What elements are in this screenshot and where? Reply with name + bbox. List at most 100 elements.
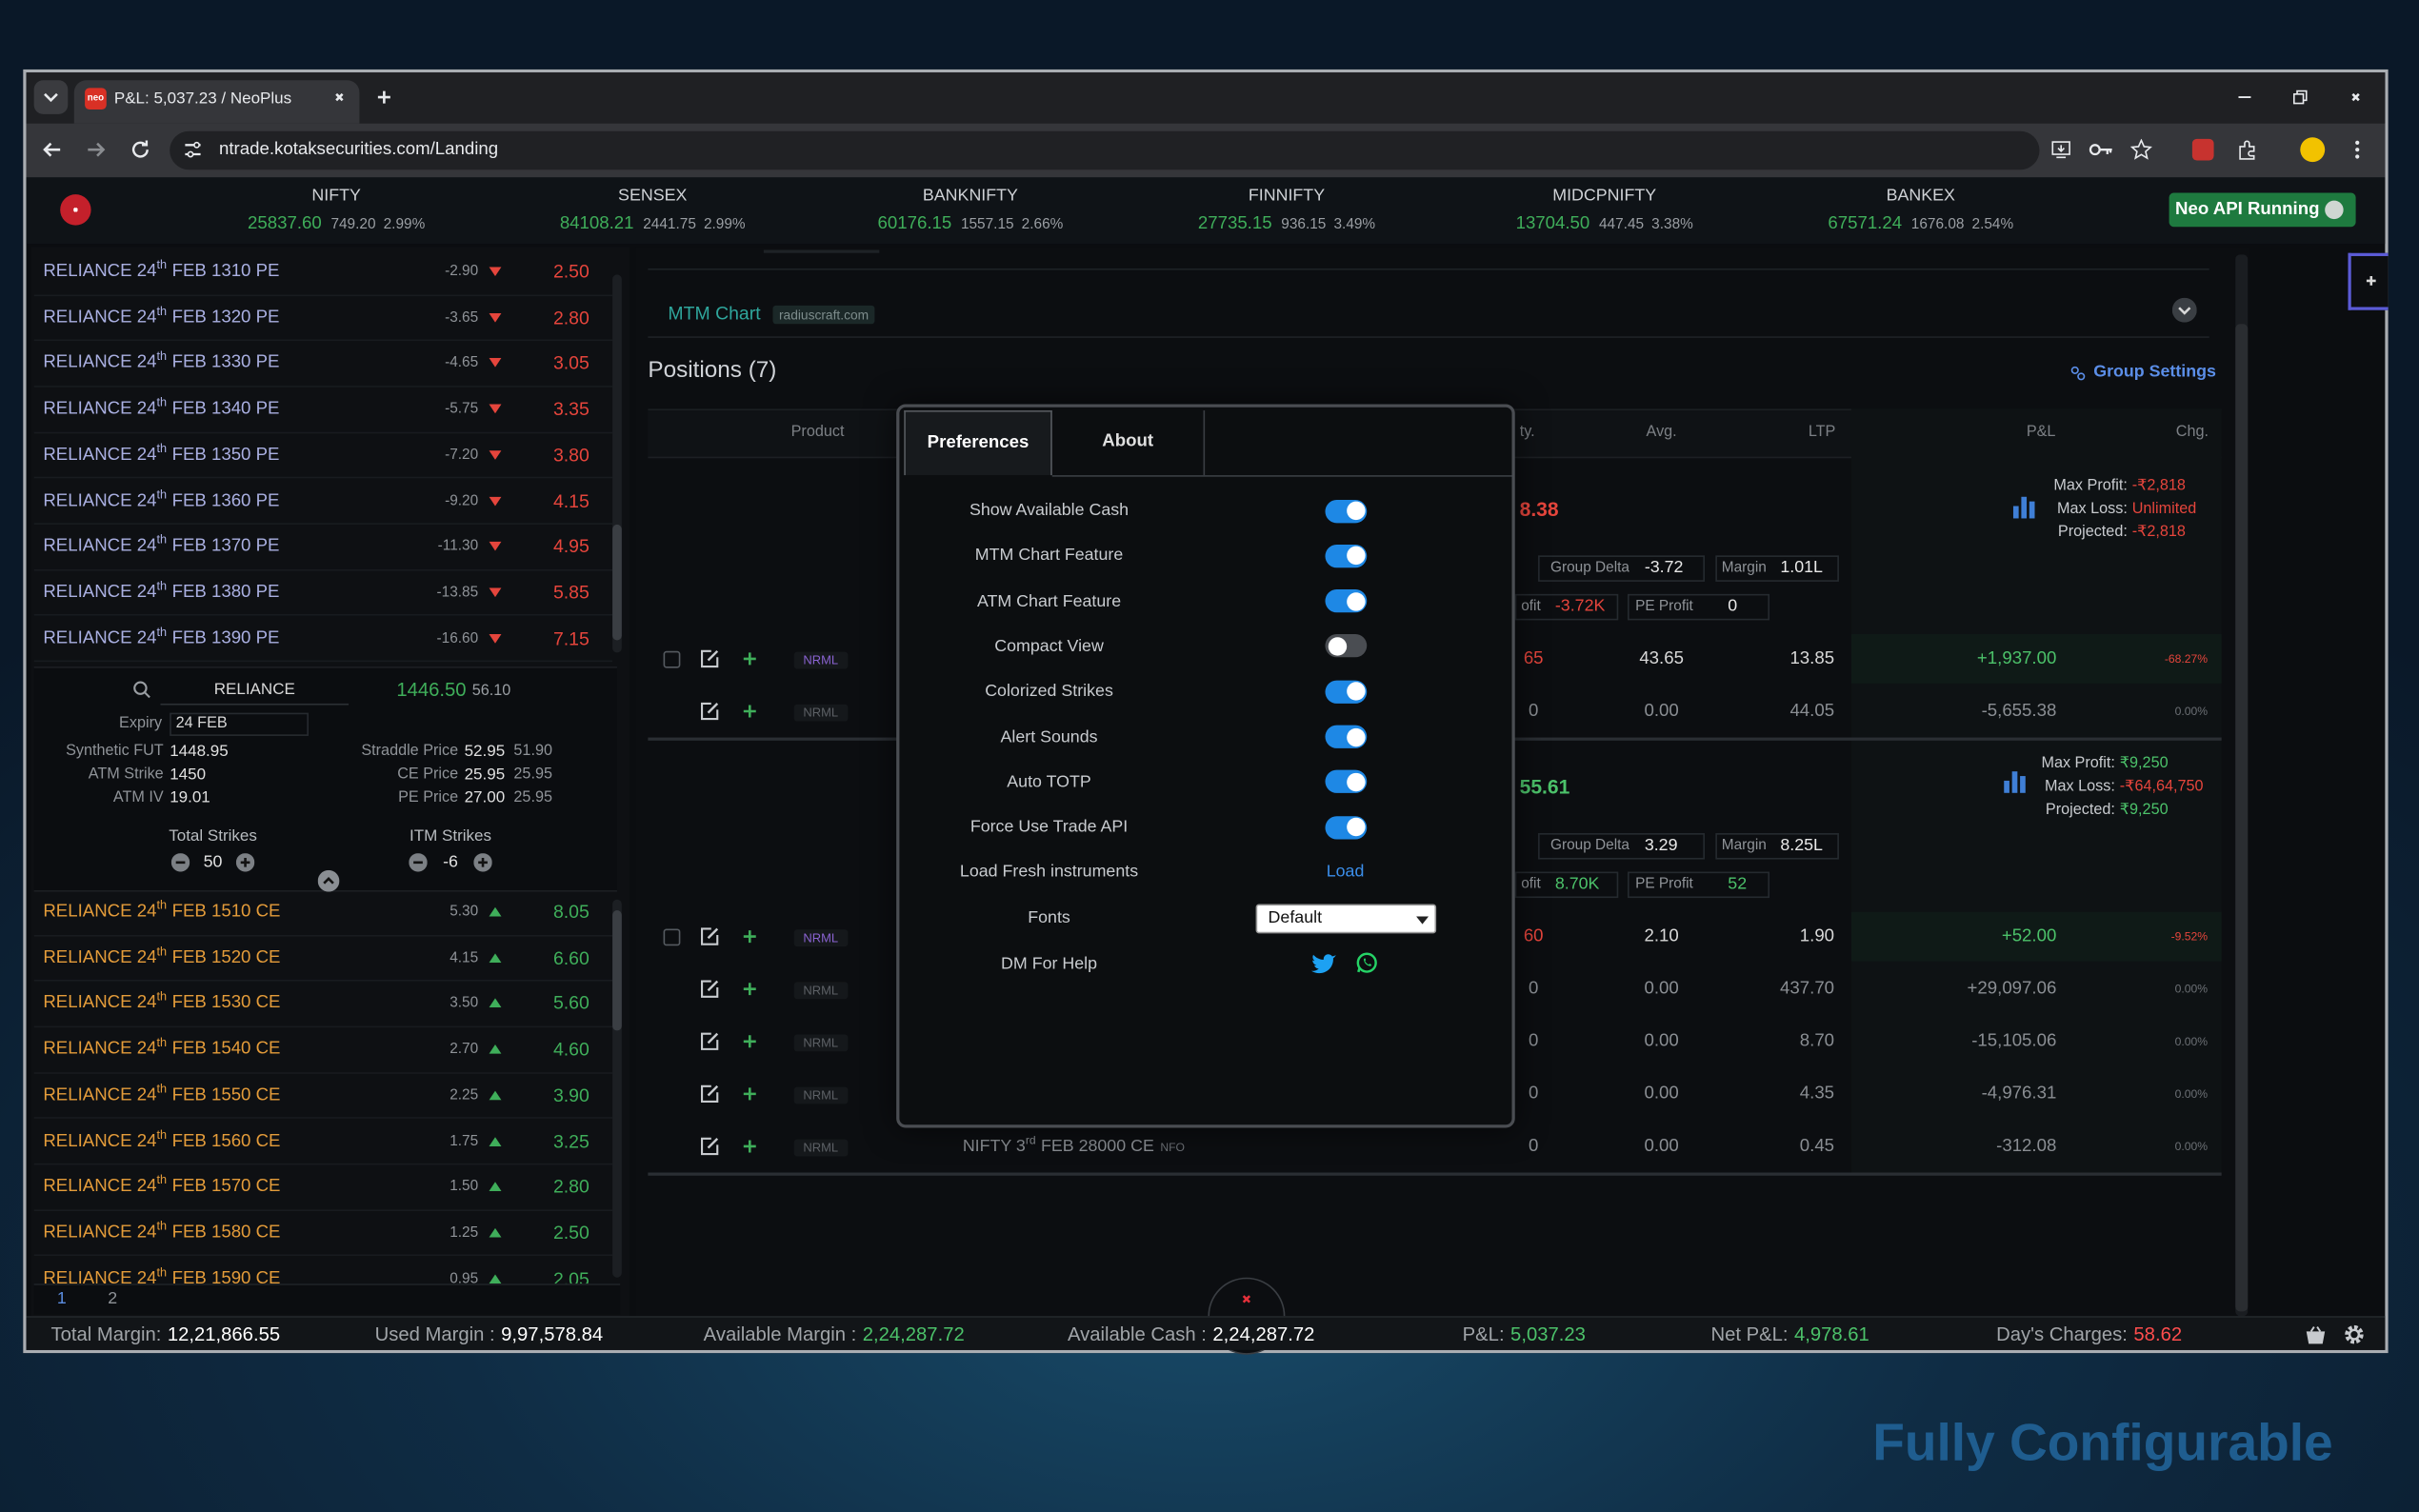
margin-label: Margin xyxy=(1721,559,1767,577)
menu-icon[interactable] xyxy=(2352,139,2362,161)
edit-button[interactable] xyxy=(699,648,721,670)
font-select[interactable] xyxy=(1255,904,1437,934)
edit-button-part xyxy=(701,1137,719,1156)
strikes-minus[interactable] xyxy=(409,853,428,872)
profile-avatar[interactable] xyxy=(2300,137,2326,163)
strikes-plus[interactable] xyxy=(473,853,492,872)
window-minimize[interactable] xyxy=(2235,88,2253,106)
password-icon[interactable] xyxy=(2089,139,2113,161)
edit-button[interactable] xyxy=(699,925,721,947)
collapse-button-part xyxy=(317,869,340,892)
add-button[interactable] xyxy=(741,927,759,945)
toggle[interactable] xyxy=(1325,499,1368,523)
expiry-select[interactable] xyxy=(170,712,309,736)
window-close[interactable] xyxy=(2347,88,2365,106)
mtm-expand-part xyxy=(2178,307,2191,315)
mtm-expand[interactable] xyxy=(2171,297,2197,323)
add-button-part xyxy=(743,652,756,666)
toggle[interactable] xyxy=(1325,589,1368,613)
basket-icon[interactable] xyxy=(2305,1324,2327,1344)
change-arrow xyxy=(489,1090,502,1101)
toggle[interactable] xyxy=(1325,770,1368,794)
avg: 0.00 xyxy=(1644,702,1679,721)
add-button[interactable] xyxy=(741,1137,759,1155)
row-divider xyxy=(33,339,613,342)
extensions-icon[interactable] xyxy=(2237,139,2259,161)
tab-underline xyxy=(1051,475,1512,477)
group-settings[interactable]: Group Settings xyxy=(2093,362,2216,382)
address-bar[interactable] xyxy=(170,130,2040,170)
add-button[interactable] xyxy=(741,1084,759,1103)
add-button[interactable] xyxy=(741,1032,759,1050)
name-rest: FEB 1360 PE xyxy=(171,491,280,510)
strikes-minus[interactable] xyxy=(170,853,190,872)
tab-close[interactable] xyxy=(330,88,349,106)
edit-button[interactable] xyxy=(699,978,721,1000)
new-tab[interactable] xyxy=(375,88,393,106)
twitter-link[interactable] xyxy=(1310,952,1336,974)
modal-tab[interactable]: Preferences xyxy=(927,433,1030,452)
back-button[interactable] xyxy=(42,139,64,161)
change-arrow-part xyxy=(489,1090,502,1101)
toggle[interactable] xyxy=(1325,815,1368,839)
site-info[interactable] xyxy=(182,139,204,161)
whatsapp-link-part xyxy=(1356,952,1377,973)
page-tab[interactable]: 1 xyxy=(56,1289,67,1309)
add-button[interactable] xyxy=(741,702,759,720)
add-button[interactable] xyxy=(741,649,759,667)
extension-red[interactable] xyxy=(2191,138,2214,161)
forward-button[interactable] xyxy=(85,139,107,161)
add-button[interactable] xyxy=(741,980,759,998)
edit-button-part xyxy=(701,702,719,721)
edit-button[interactable] xyxy=(699,1084,721,1105)
margin-box xyxy=(1715,833,1839,860)
edit-button[interactable] xyxy=(699,701,721,723)
load-button[interactable]: Load xyxy=(1326,862,1365,882)
settings-icon[interactable] xyxy=(2344,1323,2366,1345)
row-checkbox[interactable] xyxy=(663,650,681,668)
edit-button[interactable] xyxy=(699,1136,721,1158)
whatsapp-link[interactable] xyxy=(1356,952,1378,974)
option-change: 1.50 xyxy=(450,1178,479,1196)
modal-tab[interactable]: About xyxy=(1102,431,1154,451)
edit-button[interactable] xyxy=(699,1030,721,1052)
risk-label: Projected: xyxy=(2045,801,2115,819)
chg: 0.00% xyxy=(2174,1139,2209,1154)
change-arrow-part xyxy=(489,1227,502,1238)
search-box[interactable] xyxy=(160,676,350,706)
whatsapp-link-part xyxy=(1357,966,1362,973)
payoff-chart-icon-part xyxy=(2012,506,2019,519)
toggle[interactable] xyxy=(1325,544,1368,567)
reload-button[interactable] xyxy=(130,139,151,161)
toggle[interactable] xyxy=(1325,680,1368,704)
ce-profit-box xyxy=(1514,593,1619,621)
payoff-chart-icon[interactable] xyxy=(2011,494,2036,519)
modal-tab-active[interactable] xyxy=(904,410,1052,476)
payoff-chart-icon[interactable] xyxy=(2003,768,2028,793)
page-tab[interactable]: 2 xyxy=(108,1289,118,1309)
api-status-badge xyxy=(2169,192,2356,228)
strikes-plus[interactable] xyxy=(235,853,255,872)
row-checkbox[interactable] xyxy=(663,928,681,946)
option-change: 4.15 xyxy=(450,948,479,966)
group-settings-icon-part xyxy=(2070,366,2086,381)
collapse-button[interactable] xyxy=(317,869,340,892)
name-rest: FEB 1540 CE xyxy=(171,1040,281,1059)
stat-value: 1448.95 xyxy=(170,742,229,761)
ltp: 13.85 xyxy=(1789,649,1835,668)
bookmark-icon[interactable] xyxy=(2130,138,2152,161)
window-restore[interactable] xyxy=(2291,88,2309,106)
index-change: 1557.15 xyxy=(960,215,1014,233)
change-arrow xyxy=(489,952,502,963)
extensions-icon-part xyxy=(2239,140,2255,160)
toggle[interactable] xyxy=(1325,725,1368,748)
risk-value: Unlimited xyxy=(2131,500,2197,518)
change-arrow-part xyxy=(489,952,502,963)
install-icon[interactable] xyxy=(2050,139,2072,161)
toggle[interactable] xyxy=(1325,634,1368,658)
delta-label: Group Delta xyxy=(1549,559,1629,577)
index-ltp: 84108.21 xyxy=(559,214,634,233)
option-ltp: 3.90 xyxy=(552,1084,590,1106)
footer-value: 9,97,578.84 xyxy=(501,1323,604,1345)
ordinal-suffix: th xyxy=(156,303,167,318)
